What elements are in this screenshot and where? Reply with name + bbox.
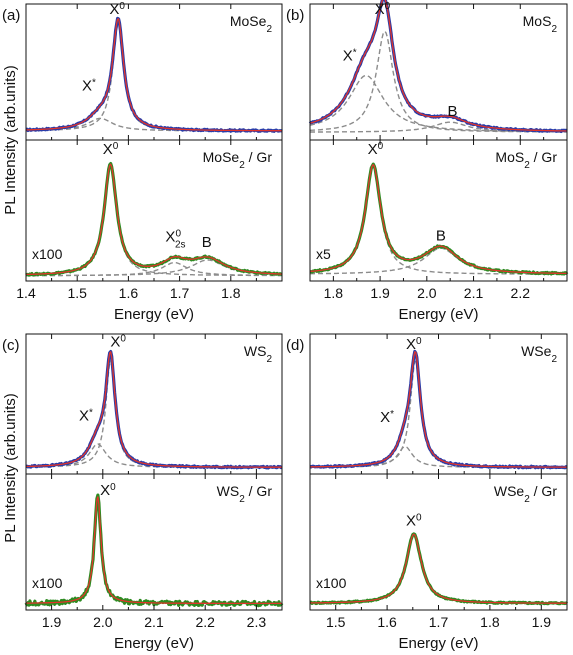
subplot-b-bottom: MoS2 / Gr x5 X0 B: [309, 140, 569, 276]
peak-label-X: X*: [82, 77, 96, 95]
x-tick-label: 1.9: [532, 614, 552, 630]
panel-border: [309, 3, 568, 282]
peak-label-X: X*: [79, 407, 93, 425]
sample-label: MoS2: [523, 13, 558, 35]
x-tick-label: 2.2: [195, 614, 215, 630]
data-trace: [25, 350, 283, 470]
peak-label-X: X0: [406, 512, 422, 530]
panel-frame-c: 1.9 2.0 2.1 2.2 2.3 Energy (eV) (c): [2, 333, 283, 652]
sample-label: MoS2 / Gr: [495, 149, 557, 171]
panel-border: [25, 3, 283, 282]
x-tick-label: 1.8: [480, 614, 500, 630]
peak-label-B: B: [202, 234, 212, 251]
peak-label-X: X0: [375, 0, 391, 18]
panel-frame-a: 1.4 1.5 1.6 1.7 1.8 Energy (eV) (a): [2, 3, 283, 323]
x-tick-label: 1.5: [326, 614, 346, 630]
x-tick-label: 1.7: [429, 614, 449, 630]
sample-label: WS2 / Gr: [217, 483, 273, 505]
x-tick-label: 1.5: [67, 285, 87, 301]
peak-label-X2s: X0 2s: [165, 228, 185, 251]
x-axis-label: Energy (eV): [114, 635, 194, 652]
component-curve-X*: [309, 74, 567, 133]
peak-label-X: X0: [406, 336, 422, 354]
panel-label: (d): [286, 337, 304, 354]
component-curve-X0: [26, 358, 282, 468]
x-tick-label: 2.0: [93, 614, 113, 630]
fit-curve: [25, 163, 282, 276]
sample-label: WS2: [244, 343, 273, 365]
fit-curve: [310, 533, 567, 604]
subplot-d-top: WSe2 X0 X*: [309, 336, 568, 470]
x-axis-label: Energy (eV): [398, 635, 478, 652]
data-trace: [25, 16, 283, 133]
x-tick-label: 1.9: [42, 614, 62, 630]
component-curve-X0: [309, 165, 567, 275]
x-tick-label: 2.0: [417, 285, 437, 301]
scale-note: x100: [316, 575, 347, 591]
y-axis-label-top: PL Intensity (arb.units): [2, 65, 19, 215]
x-tick-label: 1.6: [119, 285, 139, 301]
component-curve-X0: [26, 496, 282, 605]
fit-curve: [25, 350, 282, 468]
peak-label-X: X0: [103, 140, 119, 158]
data-trace: [309, 162, 569, 276]
subplot-a-top: MoSe2 X0 X*: [25, 0, 283, 133]
y-axis-label-bottom: PL Intensity (arb.units): [2, 393, 19, 543]
panel-label: (a): [2, 7, 20, 24]
fit-curve: [309, 0, 567, 132]
peak-label-X: X0: [110, 333, 126, 351]
peak-label-X: X0: [368, 140, 384, 158]
x-tick-label: 1.4: [16, 285, 36, 301]
scale-note: x100: [32, 575, 63, 591]
subplot-d-bottom: WSe2 / Gr x100 X0: [309, 483, 568, 606]
component-curve-X0: [26, 164, 282, 277]
x-axis-label: Energy (eV): [398, 306, 478, 323]
peak-label-X: X0: [109, 0, 125, 18]
subplot-b-top: MoS2 X0 X* B: [308, 0, 568, 134]
x-tick-label: 2.2: [511, 285, 531, 301]
peak-label-X: X*: [343, 47, 357, 65]
panel-frame-d: 1.5 1.6 1.7 1.8 1.9 Energy (eV) (d): [286, 333, 568, 652]
fit-curve: [26, 496, 282, 605]
scale-note: x100: [32, 246, 63, 262]
data-trace: [309, 532, 568, 606]
x-tick-label: 2.3: [247, 614, 267, 630]
data-trace: [24, 493, 284, 608]
x-tick-label: 1.6: [377, 614, 397, 630]
x-tick-label: 2.1: [464, 285, 484, 301]
panel-frame-b: 1.8 1.9 2.0 2.1 2.2 Energy (eV) (b): [286, 3, 568, 323]
component-curve-X0: [310, 360, 567, 468]
sample-label: MoSe2: [230, 13, 273, 35]
component-curve-X0: [310, 30, 567, 133]
subplot-c-top: WS2 X0 X*: [25, 333, 283, 470]
sample-label: WSe2 / Gr: [494, 483, 557, 505]
peak-label-B: B: [436, 227, 446, 244]
x-tick-label: 1.9: [370, 285, 390, 301]
x-tick-label: 2.1: [144, 614, 164, 630]
fit-curve: [26, 18, 282, 132]
sample-label: WSe2: [521, 343, 557, 365]
panel-label: (c): [2, 337, 20, 354]
x-axis-label: Energy (eV): [114, 306, 194, 323]
fit-curve: [310, 351, 567, 468]
data-trace: [309, 349, 568, 470]
panel-label: (b): [286, 7, 304, 24]
data-trace: [25, 162, 283, 277]
fit-curve: [309, 163, 567, 275]
peak-label-B: B: [448, 103, 458, 120]
sample-label: MoSe2 / Gr: [203, 149, 273, 171]
x-tick-label: 1.7: [170, 285, 190, 301]
peak-label-X: X*: [380, 408, 394, 426]
subplot-c-bottom: WS2 / Gr x100 X0: [24, 482, 284, 608]
scale-note: x5: [316, 246, 331, 262]
x-tick-label: 1.8: [324, 285, 344, 301]
peak-label-X: X0: [100, 482, 116, 500]
component-curve-X0: [26, 23, 282, 132]
subplot-a-bottom: MoSe2 / Gr x100 X0 X0 2s B: [25, 140, 283, 277]
x-tick-label: 1.8: [221, 285, 241, 301]
